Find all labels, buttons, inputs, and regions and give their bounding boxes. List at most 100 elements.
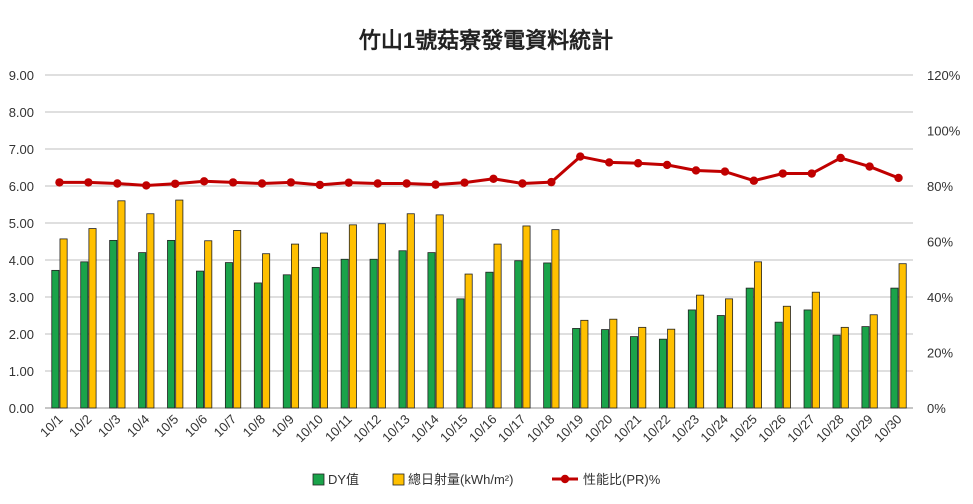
y-tick-label: 5.00 bbox=[9, 216, 34, 231]
pr-point bbox=[836, 153, 845, 163]
x-tick-label: 10/10 bbox=[292, 412, 326, 446]
x-tick-label: 10/25 bbox=[726, 412, 760, 446]
y2-tick-label: 40% bbox=[927, 290, 953, 305]
x-tick-label: 10/29 bbox=[842, 412, 876, 446]
pr-point bbox=[691, 166, 701, 175]
dy-bar bbox=[109, 239, 118, 409]
dy-bar bbox=[340, 258, 349, 409]
dy-bar bbox=[687, 309, 696, 409]
dy-bar bbox=[630, 336, 639, 409]
irradiance-bar bbox=[580, 319, 589, 409]
x-tick-label: 10/8 bbox=[240, 412, 269, 441]
y-tick-label: 9.00 bbox=[9, 68, 34, 83]
x-tick-label: 10/27 bbox=[784, 412, 818, 446]
dy-bar bbox=[196, 270, 205, 409]
y-tick-label: 1.00 bbox=[9, 364, 34, 379]
pr-point bbox=[228, 178, 238, 187]
irradiance-bar bbox=[348, 224, 357, 409]
dy-bar bbox=[167, 239, 176, 409]
y2-tick-label: 120% bbox=[927, 68, 961, 83]
x-tick-label: 10/15 bbox=[437, 412, 471, 446]
dy-bar bbox=[774, 321, 783, 409]
x-tick-label: 10/17 bbox=[495, 412, 529, 446]
pr-point bbox=[286, 178, 296, 187]
y-tick-label: 3.00 bbox=[9, 290, 34, 305]
irradiance-bar bbox=[609, 318, 618, 409]
dy-bar bbox=[832, 334, 841, 409]
y2-tick-label: 0% bbox=[927, 401, 946, 416]
legend-marker bbox=[560, 474, 570, 484]
pr-point bbox=[431, 180, 440, 189]
x-tick-label: 10/7 bbox=[211, 412, 240, 441]
dy-bar bbox=[51, 269, 60, 409]
dy-bar bbox=[282, 274, 291, 409]
dy-bar bbox=[716, 315, 725, 409]
irradiance-bar bbox=[782, 305, 791, 409]
y-tick-label: 4.00 bbox=[9, 253, 34, 268]
x-tick-label: 10/5 bbox=[153, 412, 182, 441]
x-tick-label: 10/23 bbox=[669, 412, 703, 446]
x-tick-label: 10/18 bbox=[524, 412, 558, 446]
dy-bar bbox=[224, 262, 233, 409]
irradiance-bar bbox=[117, 200, 126, 409]
irradiance-bar bbox=[291, 243, 300, 409]
irradiance-bar bbox=[638, 326, 647, 409]
dy-bar bbox=[572, 328, 581, 409]
y-tick-label: 2.00 bbox=[9, 327, 34, 342]
dy-bar bbox=[80, 261, 89, 409]
dy-bar bbox=[543, 262, 552, 409]
dy-bar bbox=[485, 271, 494, 409]
pr-point bbox=[605, 158, 614, 167]
dy-bar bbox=[601, 329, 610, 409]
y-tick-label: 6.00 bbox=[9, 179, 34, 194]
x-tick-label: 10/21 bbox=[611, 412, 645, 446]
irradiance-bar bbox=[493, 243, 502, 409]
irradiance-bar bbox=[204, 240, 213, 409]
pr-point bbox=[315, 180, 325, 190]
legend-label: DY值 bbox=[328, 472, 359, 487]
dy-bar bbox=[253, 282, 262, 409]
pr-point bbox=[373, 179, 382, 188]
pr-point bbox=[84, 178, 93, 187]
irradiance-bar bbox=[319, 232, 328, 409]
pr-point bbox=[113, 179, 122, 188]
pr-point bbox=[633, 159, 643, 168]
dy-bar bbox=[658, 338, 667, 409]
pr-point bbox=[402, 179, 411, 188]
irradiance-bar bbox=[725, 298, 734, 409]
x-tick-label: 10/30 bbox=[871, 412, 905, 446]
legend-label: 性能比(PR)% bbox=[583, 472, 661, 487]
irradiance-bar bbox=[59, 238, 68, 409]
x-tick-label: 10/11 bbox=[322, 412, 355, 445]
irradiance-bar bbox=[146, 213, 155, 409]
pr-point bbox=[142, 181, 151, 190]
pr-point bbox=[865, 162, 874, 171]
x-tick-label: 10/16 bbox=[466, 412, 500, 446]
x-tick-label: 10/2 bbox=[66, 412, 95, 441]
pr-point bbox=[55, 178, 64, 187]
irradiance-bar bbox=[175, 199, 184, 409]
irradiance-bar bbox=[840, 326, 849, 409]
pr-point bbox=[807, 169, 816, 178]
irradiance-bar bbox=[377, 223, 386, 409]
y2-tick-label: 60% bbox=[927, 235, 953, 250]
x-tick-label: 10/22 bbox=[640, 412, 674, 446]
pr-point bbox=[344, 178, 353, 187]
pr-point bbox=[199, 177, 209, 186]
dy-bar bbox=[803, 309, 812, 409]
x-tick-label: 10/19 bbox=[553, 412, 587, 446]
pr-point bbox=[749, 176, 759, 185]
dy-bar bbox=[369, 258, 378, 409]
pr-point bbox=[576, 152, 585, 161]
irradiance-bar bbox=[898, 263, 907, 409]
x-tick-label: 10/20 bbox=[582, 412, 616, 446]
y-tick-label: 8.00 bbox=[9, 105, 34, 120]
dy-bar bbox=[890, 287, 899, 409]
irradiance-bar bbox=[88, 228, 97, 409]
pr-point bbox=[518, 179, 527, 188]
irradiance-bar bbox=[551, 229, 560, 409]
x-tick-label: 10/3 bbox=[95, 412, 124, 441]
dy-bar bbox=[514, 260, 523, 409]
y2-tick-label: 100% bbox=[927, 124, 961, 139]
